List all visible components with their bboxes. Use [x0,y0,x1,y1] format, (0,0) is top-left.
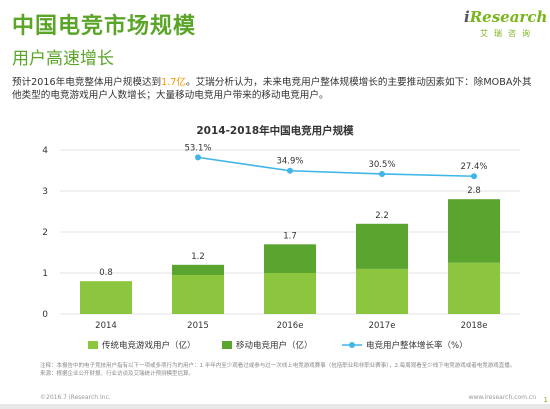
website-link[interactable]: www.iresearch.com.cn [468,394,536,401]
bar-mobile [172,264,224,276]
x-axis: 2014 2015 2016e 2017e 2018e [95,321,487,331]
bar-traditional [448,262,500,314]
footnote-definition: 注释：本报告中的电子竞技用户指有以下一项或多项行为的用户：1.半年内至少观看过或… [40,363,516,369]
logo-i: i [464,8,470,26]
intro-text-part1: 预计2016年电竞整体用户规模达到 [12,77,162,88]
growth-line [197,156,475,178]
growth-point [287,167,293,174]
bar-traditional [356,268,408,314]
logo-research: Research [469,8,548,26]
x-tick-label: 2017e [369,321,396,331]
y-tick-label: 4 [42,146,48,156]
legend-label-mobile: 移动电竞用户（亿） [236,340,313,351]
growth-label: 30.5% [368,160,395,170]
chart-legend: 传统电竞游戏用户（亿） 移动电竞用户（亿） 电竞用户整体增长率（%） [88,340,468,351]
footnote-source: 来源：根据企业公开财报、行业访谈及艾瑞统计预测模型估算。 [40,370,195,377]
growth-label: 34.9% [276,157,303,167]
page-number: 1 [543,396,548,404]
bar-total-label: 0.8 [99,268,113,278]
x-tick-label: 2018e [461,321,488,331]
user-scale-chart: 0 1 2 3 4 0.8 1.2 1.7 2.2 2.8 2014 2015 2016e 2017e… [42,143,520,351]
y-axis: 0 1 2 3 4 [42,146,48,320]
intro-paragraph: 预计2016年电竞整体用户规模达到1.7亿。艾瑞分析认为，未来电竞用户整体规模增… [12,76,537,102]
legend-swatch-traditional [88,341,98,349]
growth-point [471,173,477,180]
intro-text-part2: 。艾瑞分析认为，未来电竞用户整体规模增长的主要推动因素如下：除MOBA外其他类型… [12,77,532,101]
iresearch-logo: iResearch 艾瑞咨询 [464,8,547,46]
intro-highlight: 1.7亿 [161,77,186,88]
y-tick-label: 0 [42,310,48,320]
page-subtitle: 用户高速增长 [12,49,114,69]
y-tick-label: 3 [42,187,48,197]
growth-label: 27.4% [460,162,487,172]
page-title: 中国电竞市场规模 [12,14,197,39]
bar-total-label: 2.8 [467,186,481,196]
footer-meta: ©2016.7 iResearch Inc. www.iresearch.com… [40,394,536,406]
legend-swatch-growth-dot [349,342,355,348]
legend-label-growth: 电竞用户整体增长率（%） [366,340,468,351]
x-tick-label: 2015 [187,321,209,331]
bar-traditional [264,273,316,314]
growth-point [379,170,385,177]
chart-title: 2014-2018年中国电竞用户规模 [196,125,354,137]
growth-line-group: 53.1% 34.9% 30.5% 27.4% [184,143,488,180]
bar-label-group: 0.8 1.2 1.7 2.2 2.8 [99,186,481,278]
copyright: ©2016.7 iResearch Inc. [40,394,111,401]
bar-group [80,199,500,314]
legend-label-traditional: 传统电竞游戏用户（亿） [102,340,196,351]
bar-traditional [80,281,132,314]
footnote: 注释：本报告中的电子竞技用户指有以下一项或多项行为的用户：1.半年内至少观看过或… [40,363,530,378]
bar-total-label: 2.2 [375,211,389,221]
bar-mobile [264,244,316,273]
y-tick-label: 2 [42,228,48,238]
bar-mobile [448,199,500,263]
growth-label: 53.1% [184,143,211,153]
y-tick-label: 1 [42,269,48,279]
bar-mobile [356,223,408,269]
footer-bar [0,404,550,409]
logo-wordmark: iResearch [464,8,547,26]
logo-subtext: 艾瑞咨询 [480,29,536,38]
legend-swatch-mobile [222,341,232,349]
bar-total-label: 1.2 [191,252,205,262]
growth-point [195,154,201,161]
x-tick-label: 2016e [277,321,304,331]
bar-traditional [172,275,224,314]
bar-total-label: 1.7 [283,231,297,241]
x-tick-label: 2014 [95,321,117,331]
